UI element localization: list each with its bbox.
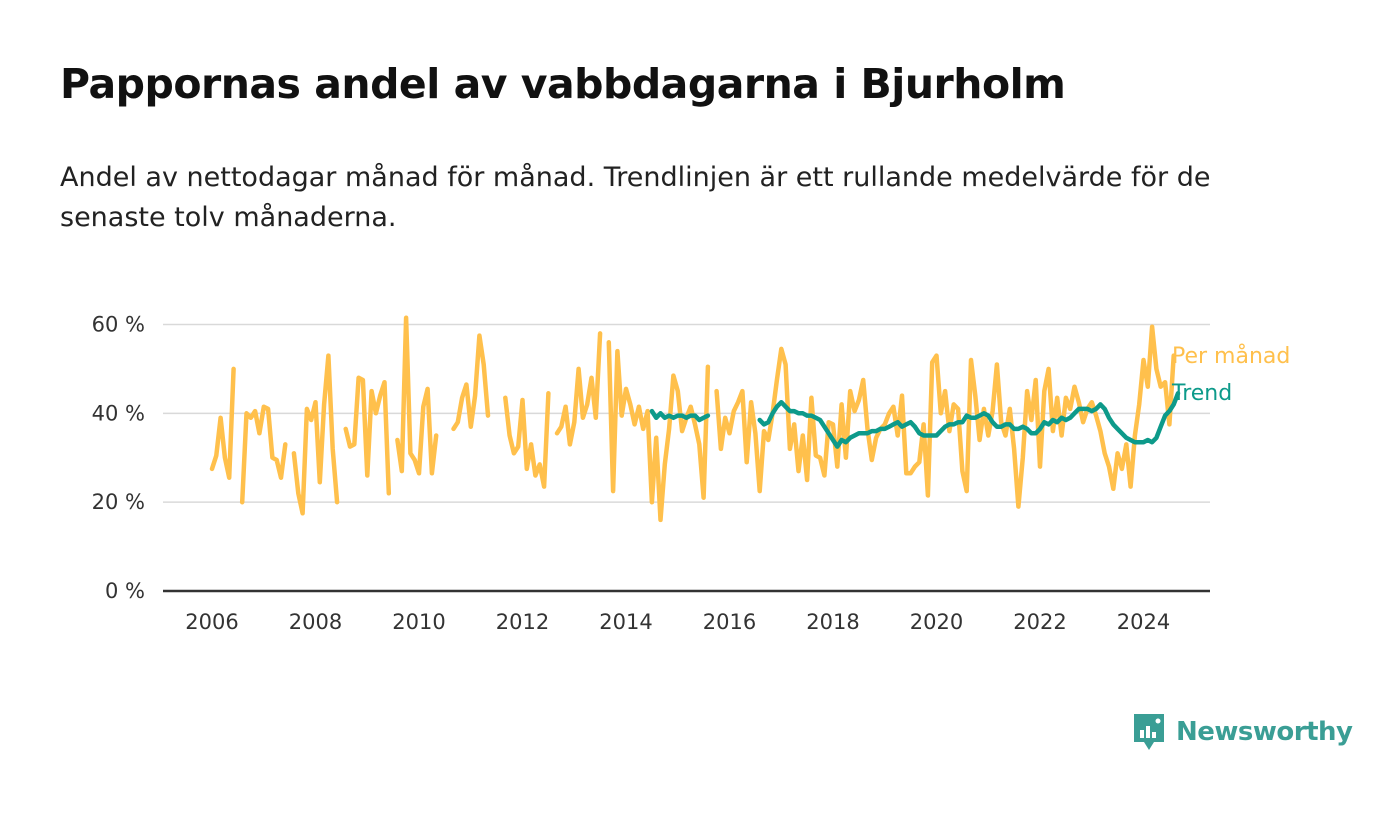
y-axis-tick-labels: 0 % 20 % 40 % 60 % <box>92 312 145 603</box>
series-end-labels: Per månad Trend <box>1171 343 1290 406</box>
x-axis-tick-labels: 2006 2008 2010 2012 2014 2016 2018 2020 2022 2024 <box>185 610 1170 634</box>
x-tick-label: 2020 <box>910 610 963 634</box>
x-tick-label: 2018 <box>806 610 859 634</box>
x-tick-label: 2010 <box>392 610 445 634</box>
x-tick-label: 2014 <box>599 610 652 634</box>
per-manad-line <box>209 315 1176 523</box>
x-tick-label: 2006 <box>185 610 238 634</box>
series-label-trend: Trend <box>1171 381 1232 406</box>
x-tick-label: 2022 <box>1013 610 1066 634</box>
y-tick-label: 40 % <box>92 401 145 425</box>
newsworthy-logo-icon <box>1134 714 1164 750</box>
newsworthy-brand: Newsworthy <box>1132 712 1353 752</box>
x-tick-label: 2024 <box>1117 610 1170 634</box>
x-tick-label: 2016 <box>703 610 756 634</box>
x-tick-label: 2008 <box>289 610 342 634</box>
series-lines <box>209 315 1181 523</box>
trend-line <box>649 391 1181 449</box>
y-tick-label: 20 % <box>92 490 145 514</box>
chart-subtitle: Andel av nettodagar månad för månad. Tre… <box>60 162 1211 233</box>
chart-title: Pappornas andel av vabbdagarna i Bjurhol… <box>60 60 1066 108</box>
x-tick-label: 2012 <box>496 610 549 634</box>
y-tick-label: 0 % <box>105 579 145 603</box>
brand-name: Newsworthy <box>1176 717 1353 747</box>
y-tick-label: 60 % <box>92 312 145 336</box>
series-label-per-manad: Per månad <box>1172 343 1290 369</box>
